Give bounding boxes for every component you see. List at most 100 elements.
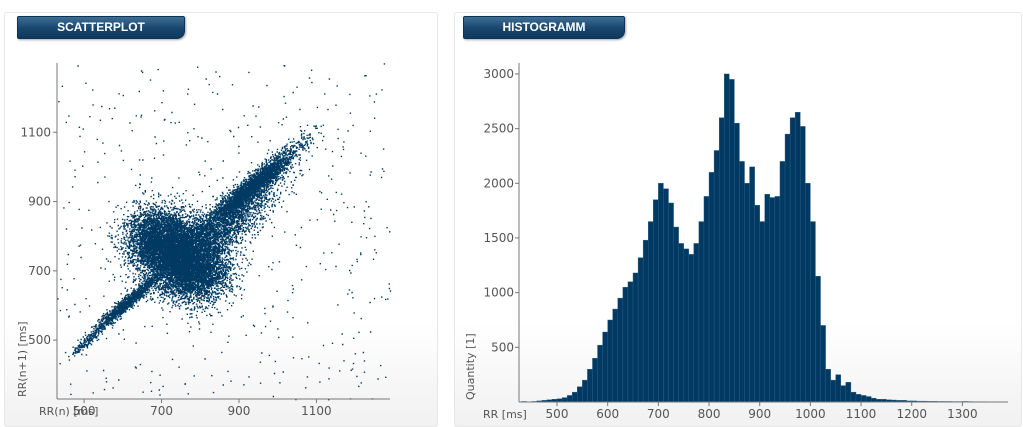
- scatter-y-tick-label: 1100: [20, 125, 51, 139]
- histogram-bar: [708, 172, 715, 403]
- histogram-bar: [759, 221, 765, 403]
- histogram-bar: [577, 386, 583, 403]
- histogram-tab[interactable]: HISTOGRAMM: [463, 16, 625, 39]
- histogram-bar: [794, 112, 801, 403]
- histogram-bar: [840, 385, 847, 403]
- histogram-bar: [648, 221, 654, 403]
- histogram-bar: [688, 254, 695, 403]
- histogram-bar: [698, 221, 705, 403]
- histogram-x-tick-label: 1300: [947, 407, 978, 421]
- histogram-bar: [870, 397, 877, 403]
- histogram-bar: [703, 196, 710, 403]
- histogram-bar: [734, 122, 740, 403]
- histogram-bar: [668, 202, 674, 403]
- histogram-ticks: 500 600 700 800 900 1000 1100 1200 1300 500 1000 15…: [483, 67, 977, 421]
- histogram-bars: [521, 73, 988, 403]
- histogram-bar: [764, 194, 771, 403]
- histogram-bar: [607, 319, 613, 403]
- histogram-y-tick-label: 1500: [483, 231, 514, 245]
- histogram-bar: [718, 117, 725, 403]
- histogram-bar: [800, 126, 806, 403]
- scatter-x-tick-label: 1100: [301, 404, 332, 418]
- histogram-y-axis-label: Quantity [1]: [464, 333, 477, 400]
- histogram-bar: [769, 197, 776, 403]
- histogram-bar: [825, 368, 831, 403]
- scatter-x-axis-label: RR(n) [ms]: [39, 405, 98, 418]
- scatterplot-chart: 500 700 900 1100 500 700 900 1100 RR(n) [ms] RR…: [16, 63, 392, 418]
- scatter-ticks: 500 700 900 1100 500 700 900 1100: [20, 125, 331, 418]
- histogram-bar: [612, 308, 619, 403]
- scatter-y-tick-label: 900: [28, 195, 51, 209]
- histogram-bar: [592, 358, 598, 403]
- histogram-bar: [572, 391, 578, 403]
- scatterplot-tab[interactable]: SCATTERPLOT: [17, 16, 185, 39]
- histogram-bar: [810, 221, 816, 403]
- histogram-bar: [566, 395, 573, 403]
- scatterplot-panel: SCATTERPLOT 500 700 900 1100 500 700 900 1100 R…: [4, 12, 438, 427]
- histogram-bar: [713, 150, 720, 403]
- histogram-bar: [587, 368, 593, 403]
- histogram-bar: [678, 243, 684, 403]
- histogram-bar: [845, 382, 852, 403]
- histogram-bar: [749, 166, 755, 403]
- histogram-y-tick-label: 500: [491, 340, 514, 354]
- histogram-bar: [744, 183, 750, 403]
- histogram-y-tick-label: 3000: [483, 67, 514, 81]
- histogram-x-tick-label: 700: [647, 407, 670, 421]
- histogram-bar: [561, 397, 568, 403]
- histogram-chart: 500 600 700 800 900 1000 1100 1200 1300 500 1000 15…: [464, 63, 1008, 421]
- scatter-point-cloud: [57, 63, 392, 401]
- histogram-bar: [820, 325, 826, 403]
- histogram-bar: [835, 374, 841, 403]
- histogram-bar: [602, 331, 608, 403]
- histogram-bar: [789, 117, 796, 403]
- histogram-bar: [830, 379, 836, 403]
- histogram-y-tick-label: 1000: [483, 286, 514, 300]
- histogram-bar: [855, 394, 862, 403]
- histogram-bar: [860, 395, 867, 403]
- histogram-bar: [779, 161, 786, 403]
- histogram-bar: [739, 161, 745, 403]
- scatter-points: [57, 63, 392, 401]
- histogram-x-tick-label: 500: [546, 407, 569, 421]
- histogram-y-tick-label: 2000: [483, 176, 514, 190]
- histogram-y-tick-label: 2500: [483, 122, 514, 136]
- histogram-bar: [724, 73, 730, 403]
- histogram-bar: [805, 183, 811, 403]
- histogram-bar: [658, 183, 664, 403]
- histogram-bar: [597, 344, 603, 403]
- histogram-panel: HISTOGRAMM 500 600 700 800 900 1000 1100 1200 13…: [454, 12, 1022, 427]
- histogram-x-tick-label: 1000: [795, 407, 826, 421]
- histogram-bar: [683, 248, 689, 403]
- histogram-x-tick-label: 900: [748, 407, 771, 421]
- histogram-bar: [663, 188, 669, 403]
- histogram-bar: [850, 391, 857, 403]
- histogram-x-axis-label: RR [ms]: [483, 408, 527, 421]
- histogram-bar: [627, 281, 634, 403]
- histogram-x-tick-label: 1200: [896, 407, 927, 421]
- histogram-bar: [622, 286, 629, 403]
- histogram-bar: [673, 226, 679, 403]
- scatter-y-tick-label: 500: [28, 333, 51, 347]
- scatter-x-tick-label: 700: [150, 404, 173, 418]
- scatter-x-tick-label: 900: [228, 404, 251, 418]
- histogram-bar: [774, 196, 781, 403]
- histogram-bar: [754, 204, 760, 403]
- histogram-bar: [693, 243, 700, 403]
- histogram-bar: [729, 79, 735, 403]
- histogram-bar: [617, 297, 624, 403]
- histogram-bar: [815, 276, 821, 403]
- histogram-bar: [865, 396, 872, 403]
- histogram-bar: [653, 199, 659, 403]
- histogram-bar: [784, 133, 791, 403]
- histogram-x-tick-label: 1100: [846, 407, 877, 421]
- histogram-x-tick-label: 800: [698, 407, 721, 421]
- histogram-bar: [632, 272, 639, 403]
- histogram-bar: [642, 239, 649, 403]
- scatter-y-tick-label: 700: [28, 264, 51, 278]
- scatter-y-axis-label: RR(n+1) [ms]: [16, 321, 29, 397]
- scatter-x-tick-label: 500: [73, 404, 96, 418]
- histogram-bar: [637, 257, 644, 403]
- histogram-bar: [582, 379, 588, 403]
- histogram-x-tick-label: 600: [596, 407, 619, 421]
